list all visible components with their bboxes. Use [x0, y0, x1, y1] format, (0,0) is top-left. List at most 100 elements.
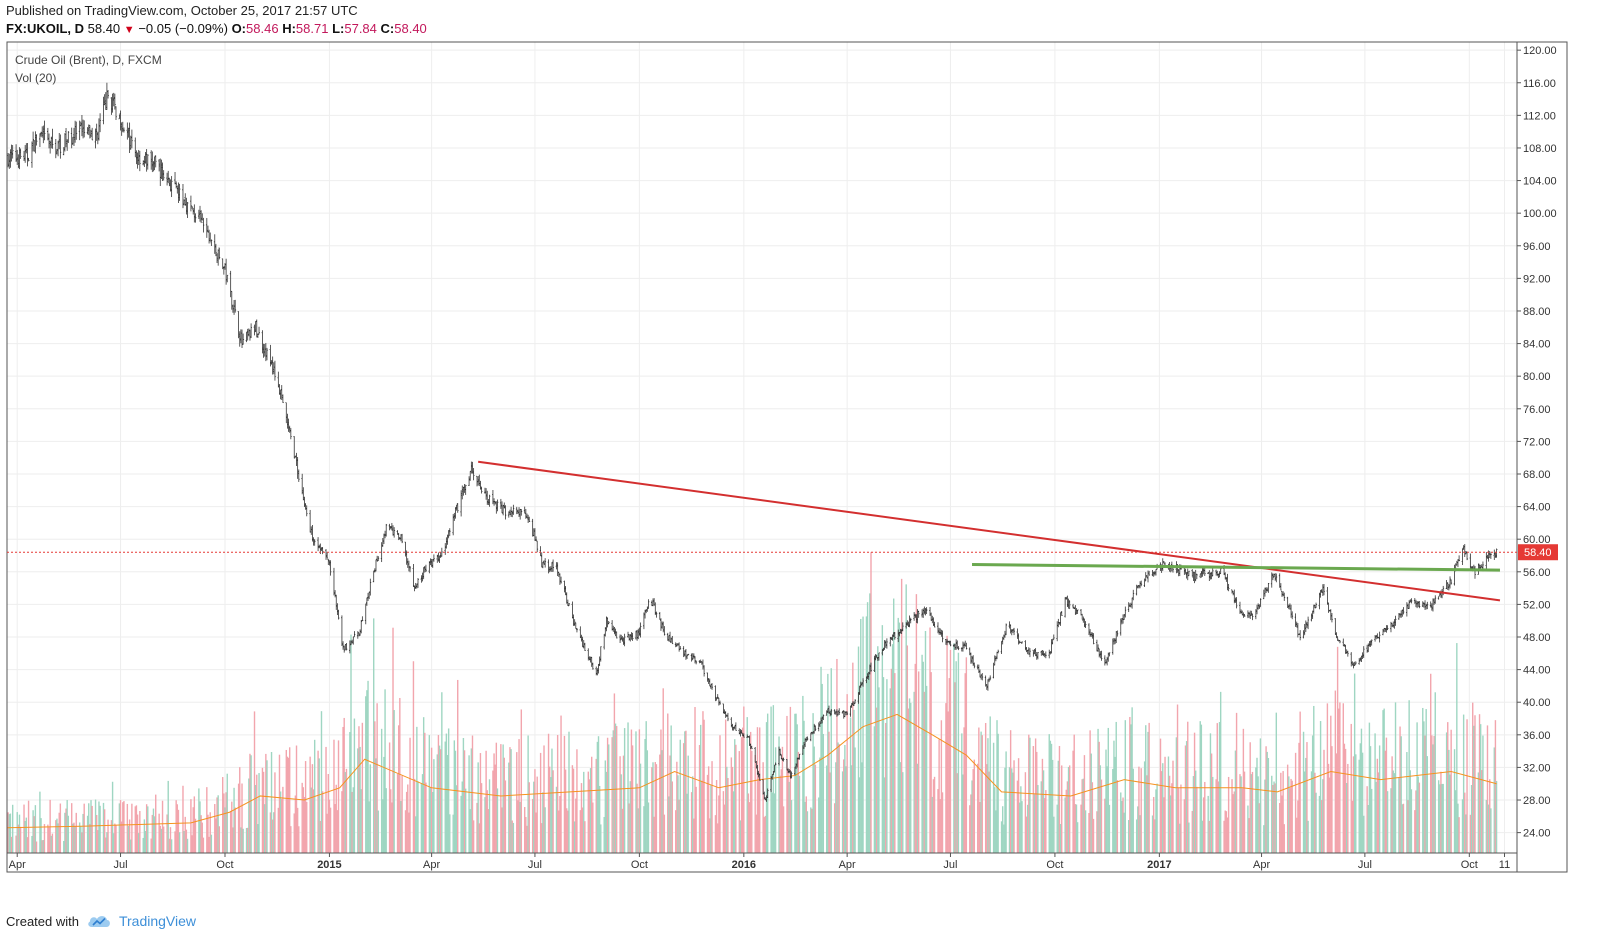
- volume-bar: [835, 762, 837, 853]
- volume-bar: [352, 787, 354, 853]
- volume-bar: [931, 796, 934, 853]
- volume-bar: [246, 827, 249, 853]
- volume-bar: [709, 818, 711, 853]
- volume-bar: [889, 688, 891, 853]
- volume-bar: [169, 827, 172, 853]
- volume-bar: [1164, 756, 1166, 853]
- volume-bar: [606, 737, 609, 853]
- volume-bar: [668, 796, 670, 853]
- volume-bar: [1272, 785, 1274, 853]
- volume-bar: [80, 826, 82, 853]
- volume-ma-polyline: [6, 713, 1497, 829]
- x-tick-label: Oct: [631, 859, 648, 871]
- volume-bar: [380, 728, 383, 853]
- volume-bar: [1327, 763, 1330, 853]
- symbol-label[interactable]: FX:UKOIL, D: [6, 21, 84, 36]
- volume-bar: [1106, 766, 1108, 853]
- volume-bar: [838, 744, 840, 853]
- volume-bar: [1135, 819, 1138, 853]
- volume-bar: [1196, 786, 1198, 853]
- volume-bar: [1171, 783, 1173, 853]
- x-tick-label: Apr: [839, 859, 856, 871]
- volume-bar: [1342, 703, 1344, 853]
- volume-bar: [311, 764, 314, 853]
- volume-bar: [1233, 791, 1236, 853]
- volume-bar: [1098, 741, 1100, 853]
- volume-bar: [957, 652, 960, 853]
- volume-bar: [1426, 756, 1429, 853]
- volume-bar: [74, 826, 76, 853]
- volume-bar: [496, 788, 499, 853]
- volume-bar: [350, 634, 352, 853]
- volume-bar: [1096, 811, 1098, 853]
- volume-bar: [454, 750, 457, 853]
- volume-bar: [319, 820, 322, 853]
- tradingview-brand[interactable]: TradingView: [118, 913, 197, 929]
- volume-bar: [127, 825, 130, 853]
- volume-bar: [923, 691, 926, 853]
- y-tick-label: 80.00: [1523, 371, 1551, 383]
- volume-bar: [653, 816, 655, 853]
- volume-bar: [833, 803, 836, 853]
- x-tick-label: 2015: [317, 859, 341, 871]
- volume-bar: [1048, 734, 1050, 853]
- volume-bar: [1289, 788, 1291, 853]
- volume-bar: [130, 839, 132, 853]
- volume-bar: [266, 760, 268, 853]
- volume-bar: [105, 837, 107, 853]
- volume-bar: [1414, 810, 1416, 853]
- volume-bar: [814, 764, 817, 853]
- volume-bar: [1442, 783, 1444, 853]
- volume-bar: [1339, 702, 1341, 853]
- volume-bar: [1032, 746, 1035, 853]
- volume-bar: [802, 695, 804, 853]
- volume-bar: [1490, 808, 1492, 853]
- volume-bar: [144, 831, 147, 853]
- volume-bar: [829, 772, 831, 853]
- volume-bar: [63, 840, 65, 853]
- volume-bar: [1376, 758, 1379, 853]
- volume-bar: [518, 739, 520, 853]
- volume-bar: [139, 810, 141, 853]
- volume-bar: [241, 783, 243, 853]
- volume-bar: [747, 793, 750, 853]
- volume-bar: [1037, 785, 1039, 853]
- volume-bar: [763, 817, 765, 853]
- volume-bar: [160, 828, 163, 853]
- last-price-badge-text: 58.40: [1524, 547, 1552, 559]
- volume-bar: [1440, 771, 1442, 853]
- volume-bar: [1167, 756, 1170, 853]
- volume-bar: [257, 824, 259, 853]
- volume-bar: [42, 840, 45, 853]
- volume-bar: [949, 649, 952, 853]
- volume-bar: [1322, 779, 1324, 853]
- volume-bar: [470, 748, 473, 853]
- volume-bar: [436, 754, 438, 853]
- volume-bar: [1433, 735, 1435, 853]
- volume-bar: [548, 766, 551, 853]
- volume-bar: [1056, 804, 1058, 853]
- volume-bar: [830, 668, 832, 853]
- volume-bar: [1159, 738, 1162, 853]
- volume-bar: [43, 824, 46, 853]
- volume-bar: [870, 552, 872, 853]
- volume-bar: [905, 584, 907, 853]
- y-tick-label: 56.00: [1523, 567, 1551, 579]
- volume-bar: [40, 818, 42, 853]
- volume-bar: [1382, 710, 1384, 853]
- volume-bar: [1453, 749, 1456, 853]
- volume-bar: [844, 744, 846, 853]
- volume-bar: [1458, 817, 1460, 853]
- volume-bar: [78, 822, 81, 853]
- trendlines[interactable]: [478, 460, 1501, 602]
- volume-bar: [102, 802, 105, 853]
- volume-bar: [1402, 803, 1405, 853]
- volume-bar: [1290, 778, 1292, 853]
- high-label: H:: [282, 21, 296, 36]
- volume-bar: [535, 812, 537, 853]
- volume-bar: [1172, 760, 1174, 853]
- volume-bar: [35, 841, 38, 853]
- volume-bar: [779, 775, 781, 853]
- volume-bar: [678, 799, 680, 853]
